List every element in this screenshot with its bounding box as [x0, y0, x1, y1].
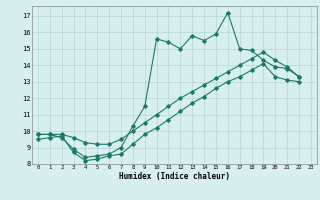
X-axis label: Humidex (Indice chaleur): Humidex (Indice chaleur)	[119, 172, 230, 181]
